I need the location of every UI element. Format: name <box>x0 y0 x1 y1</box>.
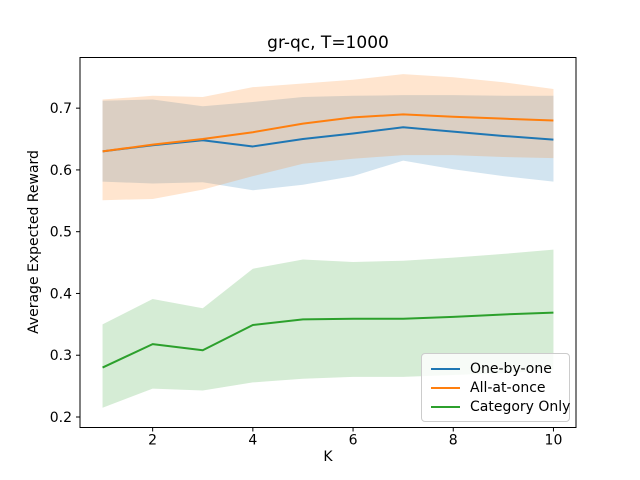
y-tick-label: 0.6 <box>50 163 72 179</box>
confidence-band-0 <box>102 95 554 191</box>
y-tick-label: 0.2 <box>50 410 72 426</box>
legend-line-swatch-category-only <box>431 405 460 408</box>
y-tick-label: 0.3 <box>50 348 72 364</box>
y-axis-label: Average Expected Reward <box>26 150 42 334</box>
y-tick-label: 0.4 <box>50 286 72 302</box>
y-tick-label: 0.5 <box>50 225 72 241</box>
legend-item-category-only: Category Only <box>431 397 570 416</box>
x-axis-label: K <box>323 449 333 465</box>
series-line-1 <box>102 113 554 153</box>
legend-item-one-by-one: One-by-one <box>431 359 560 378</box>
axes-spines <box>79 57 577 428</box>
chart-title: gr-qc, T=1000 <box>267 33 389 53</box>
legend-item-all-at-once: All-at-once <box>431 378 560 397</box>
legend-label-one-by-one: One-by-one <box>470 360 552 377</box>
x-tick-label: 6 <box>349 433 358 449</box>
legend: One-by-one All-at-once Category Only <box>421 353 570 422</box>
x-tick-label: 4 <box>248 433 257 449</box>
legend-line-swatch-all-at-once <box>431 386 460 389</box>
x-tick-label: 2 <box>148 433 157 449</box>
y-tick-label: 0.7 <box>50 101 72 117</box>
legend-line-swatch-one-by-one <box>431 367 460 370</box>
x-tick-label: 10 <box>545 433 563 449</box>
x-tick-label: 8 <box>449 433 458 449</box>
legend-label-all-at-once: All-at-once <box>470 379 546 396</box>
series-line-2 <box>102 311 554 369</box>
legend-label-category-only: Category Only <box>470 398 571 415</box>
